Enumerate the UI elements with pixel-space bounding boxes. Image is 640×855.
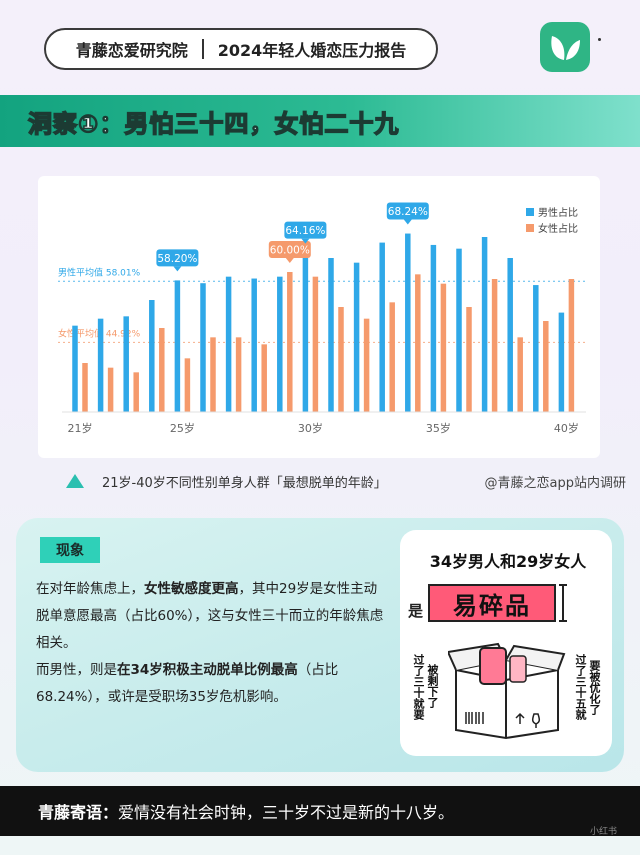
callout-pointer xyxy=(285,258,294,263)
bar xyxy=(415,274,421,412)
insight-title: 洞察①：男怕三十四，女怕二十九 xyxy=(27,109,400,139)
callout-box xyxy=(268,241,311,258)
bar xyxy=(456,248,462,412)
report-header: 青藤恋爱研究院 2024年轻人婚恋压力报告 xyxy=(44,28,438,70)
watermark: 小红书 xyxy=(590,827,618,837)
x-tick-label: 30岁 xyxy=(298,421,323,435)
left-text-a: 过了三十就要 xyxy=(412,654,425,720)
bar xyxy=(440,283,447,412)
bar xyxy=(287,272,293,412)
bar xyxy=(261,344,267,412)
bar xyxy=(491,279,498,412)
observation-text: 在对年龄焦虑上，女性敏感度更高，其中29岁是女性主动脱单意愿最高（占比60%），… xyxy=(36,576,388,711)
bar xyxy=(568,279,575,412)
obs-p1-a: 在对年龄焦虑上， xyxy=(36,581,144,597)
obs-p2-a: 而男性，则是 xyxy=(36,662,117,678)
bar xyxy=(149,300,155,412)
callout-pointer xyxy=(301,238,310,244)
x-tick-label: 25岁 xyxy=(170,421,195,435)
legend-swatch xyxy=(526,224,534,232)
observation-tag: 现象 xyxy=(40,537,100,563)
bar xyxy=(430,244,437,412)
caption-text: 21岁-40岁不同性别单身人群「最想脱单的年龄」 xyxy=(102,475,387,491)
callout-box xyxy=(386,202,429,220)
bar xyxy=(543,321,549,412)
bar xyxy=(107,367,114,412)
bar xyxy=(328,258,334,412)
app-logo xyxy=(540,22,590,72)
bar xyxy=(251,278,257,412)
text-cursor-icon xyxy=(559,584,567,622)
bar xyxy=(72,325,78,412)
bar xyxy=(159,328,165,412)
bar xyxy=(533,285,539,412)
bar xyxy=(379,242,385,412)
bar xyxy=(235,337,242,412)
illustration-title: 34岁男人和29岁女人 xyxy=(429,552,587,571)
dot-mark xyxy=(598,38,601,41)
bar xyxy=(312,276,319,412)
caption-source: @青藤之恋app站内调研 xyxy=(484,475,626,491)
callout-label: 64.16% xyxy=(285,225,325,237)
bar xyxy=(363,318,370,412)
header-divider xyxy=(201,39,204,59)
callout-box xyxy=(156,249,199,267)
bar xyxy=(507,258,513,412)
bar xyxy=(481,237,488,412)
bar xyxy=(184,358,191,412)
obs-p1-b: 女性敏感度更高 xyxy=(144,581,239,597)
bar xyxy=(338,307,344,412)
right-text-a: 过了三十五就 xyxy=(574,654,587,720)
report-name: 2024年轻人婚恋压力报告 xyxy=(217,41,407,60)
bar xyxy=(210,337,216,412)
obs-p2-c: （占比68.24%），或许是受职场35岁危机影响。 xyxy=(36,662,339,705)
bar xyxy=(517,337,523,412)
box-illustration xyxy=(448,642,566,740)
callout-label: 68.24% xyxy=(388,206,428,218)
bar-chart: 男性平均值 58.01%女性平均值 44.92%21岁 25岁 30岁 35岁 40岁5… xyxy=(58,202,586,435)
illustration-is: 是 xyxy=(408,602,424,620)
bar xyxy=(466,307,472,412)
callout-pointer xyxy=(173,266,182,272)
fragile-label: 易碎品 xyxy=(428,584,556,622)
callout-label: 58.20% xyxy=(157,253,197,265)
chart-caption: 21岁-40岁不同性别单身人群「最想脱单的年龄」 @青藤之恋app站内调研 xyxy=(66,470,626,492)
footer-text: 爱情没有社会时钟，三十岁不过是新的十八岁。 xyxy=(118,803,455,822)
triangle-icon xyxy=(66,474,84,488)
bar xyxy=(82,363,88,412)
bar xyxy=(277,276,283,412)
obs-p2-b: 在34岁积极主动脱单比例最高 xyxy=(117,662,298,678)
leaf-icon xyxy=(551,36,580,60)
bar xyxy=(353,262,360,412)
x-tick-label: 40岁 xyxy=(554,421,579,435)
left-text-b: 被剩下了 xyxy=(426,664,439,708)
x-tick-label: 21岁 xyxy=(68,421,93,435)
bar xyxy=(133,372,139,412)
bar xyxy=(174,280,181,412)
insight-banner: 洞察①：男怕三十四，女怕二十九 xyxy=(0,95,640,147)
legend-label: 男性占比 xyxy=(538,206,578,219)
bar xyxy=(200,283,206,412)
legend-label: 女性占比 xyxy=(538,222,578,235)
footer-label: 青藤寄语： xyxy=(38,803,119,822)
bar xyxy=(97,318,104,412)
footer-banner: 青藤寄语： 爱情没有社会时钟，三十岁不过是新的十八岁。 xyxy=(0,786,640,836)
callout-pointer xyxy=(403,219,412,225)
org-name: 青藤恋爱研究院 xyxy=(75,41,188,60)
bar xyxy=(302,252,309,412)
x-tick-label: 35岁 xyxy=(426,421,451,435)
callout-box xyxy=(284,221,327,239)
callout-label: 60.00% xyxy=(270,245,310,257)
reference-line-label: 男性平均值 58.01% xyxy=(58,266,141,278)
bar xyxy=(225,276,232,412)
obs-p1-c: ，其中29岁是女性主动脱单意愿最高（占比60%），这与女性三十而立的年龄焦虑相关… xyxy=(36,581,384,651)
bar xyxy=(405,233,411,412)
bar xyxy=(558,312,565,412)
bar xyxy=(123,316,129,412)
chart-card: 男性平均值 58.01% 女性平均值 44.92% 21岁 25岁 30岁 35岁 40岁 5… xyxy=(38,176,600,458)
legend-swatch xyxy=(526,208,534,216)
bar xyxy=(389,302,395,412)
right-text-b: 要被优化了 xyxy=(588,660,601,715)
